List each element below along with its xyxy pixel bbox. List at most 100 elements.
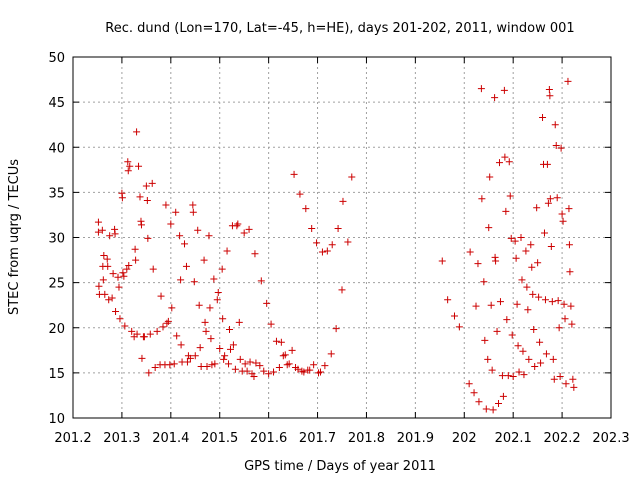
data-point xyxy=(144,234,152,242)
data-point xyxy=(136,193,144,201)
data-point xyxy=(128,327,136,335)
data-point xyxy=(168,304,176,312)
data-point xyxy=(197,363,205,371)
data-point xyxy=(109,270,117,278)
data-point xyxy=(477,85,485,93)
data-point xyxy=(221,352,229,360)
data-point xyxy=(205,232,213,240)
data-point xyxy=(214,289,222,297)
data-point xyxy=(220,355,228,363)
data-point xyxy=(159,323,167,331)
data-point xyxy=(559,217,567,225)
data-point xyxy=(94,218,102,226)
data-point xyxy=(103,255,111,263)
data-point xyxy=(202,327,210,335)
data-point xyxy=(272,337,280,345)
data-point xyxy=(207,335,215,343)
x-axis-label: GPS time / Days of year 2011 xyxy=(244,459,436,474)
data-point xyxy=(543,160,551,168)
data-point xyxy=(565,241,573,249)
data-point xyxy=(145,369,153,377)
data-point xyxy=(503,316,511,324)
data-point xyxy=(118,194,126,202)
data-point xyxy=(119,269,127,277)
data-point xyxy=(535,293,543,301)
data-point xyxy=(481,336,489,344)
data-point xyxy=(245,225,253,233)
x-tick-label: 201.5 xyxy=(201,431,238,446)
data-point xyxy=(522,247,530,255)
data-point xyxy=(250,372,258,380)
data-point xyxy=(133,128,141,136)
data-point xyxy=(114,273,122,281)
data-point xyxy=(554,297,562,305)
data-point xyxy=(211,360,219,368)
data-point xyxy=(281,351,289,359)
data-point xyxy=(478,195,486,203)
data-point xyxy=(338,286,346,294)
y-tick-label: 15 xyxy=(48,367,65,382)
data-point xyxy=(505,158,513,166)
data-point xyxy=(507,234,515,242)
data-point xyxy=(148,179,156,187)
data-point xyxy=(565,205,573,213)
data-point xyxy=(502,207,510,215)
data-point xyxy=(562,380,570,388)
data-point xyxy=(530,326,538,334)
data-point xyxy=(251,250,259,258)
data-point xyxy=(131,245,139,253)
data-point xyxy=(208,361,216,369)
data-point xyxy=(106,232,114,240)
x-tick-label: 202.3 xyxy=(592,431,629,446)
y-tick-label: 45 xyxy=(48,96,65,111)
data-point xyxy=(313,239,321,247)
data-point xyxy=(520,371,528,379)
data-point xyxy=(310,361,318,369)
data-point xyxy=(189,208,197,216)
x-tick-label: 201.2 xyxy=(54,431,91,446)
data-point xyxy=(157,292,165,300)
data-point xyxy=(126,162,134,170)
data-point xyxy=(288,346,296,354)
data-point xyxy=(531,363,539,371)
data-point xyxy=(501,153,509,161)
data-point xyxy=(121,322,129,330)
data-point xyxy=(235,318,243,326)
data-point xyxy=(553,194,561,202)
data-point xyxy=(316,368,324,376)
y-tick-label: 25 xyxy=(48,277,65,292)
data-point xyxy=(321,362,329,370)
data-point xyxy=(546,92,554,100)
x-tick-label: 201.6 xyxy=(250,431,287,446)
data-point xyxy=(246,358,254,366)
data-point xyxy=(484,355,492,363)
data-point xyxy=(277,338,285,346)
data-point xyxy=(546,195,554,203)
grid-lines xyxy=(73,57,611,418)
data-point xyxy=(166,361,174,369)
data-point xyxy=(318,248,326,256)
data-point xyxy=(236,355,244,363)
data-point xyxy=(225,360,233,368)
data-point xyxy=(189,201,197,209)
data-point xyxy=(138,354,146,362)
data-point xyxy=(300,368,308,376)
x-tick-label: 201.7 xyxy=(299,431,336,446)
data-point xyxy=(555,324,563,332)
data-point xyxy=(569,375,577,383)
data-point xyxy=(513,300,521,308)
data-point xyxy=(567,302,575,310)
data-point xyxy=(328,241,336,249)
x-tick-label: 202 xyxy=(452,431,477,446)
data-point xyxy=(240,229,248,237)
data-point xyxy=(285,360,293,368)
data-point xyxy=(108,294,116,302)
data-point xyxy=(560,300,568,308)
data-point xyxy=(120,272,128,280)
data-point xyxy=(135,162,143,170)
data-point xyxy=(537,359,545,367)
data-point xyxy=(151,363,159,371)
data-point xyxy=(323,247,331,255)
data-point xyxy=(146,330,154,338)
data-point xyxy=(527,241,535,249)
